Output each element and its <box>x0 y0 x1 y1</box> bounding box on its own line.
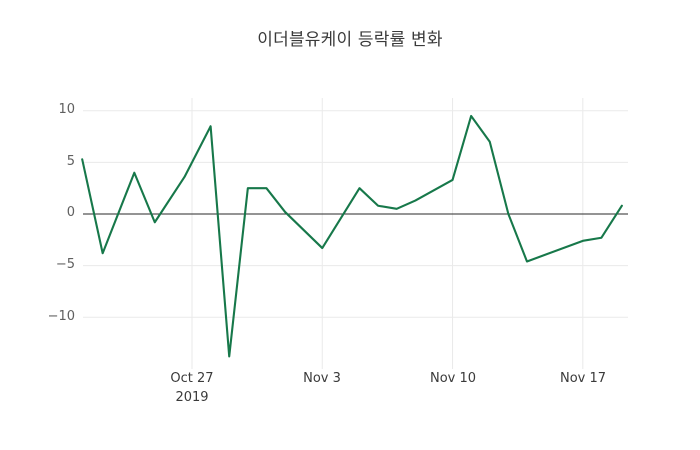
x-axis-tick-label: Oct 27 <box>170 371 214 386</box>
y-axis-tick-label: 5 <box>66 154 75 169</box>
y-axis-tick-label: 0 <box>66 205 75 220</box>
data-series-line[interactable] <box>81 114 623 358</box>
x-axis-tick-sublabel: 2019 <box>175 390 209 405</box>
x-axis-tick-label: Nov 3 <box>303 371 341 386</box>
gridlines <box>83 98 628 369</box>
y-axis-tick-label: −5 <box>55 257 75 272</box>
x-axis-tick-label: Nov 17 <box>559 371 607 386</box>
y-axis-tick-label: −10 <box>47 309 75 324</box>
chart-title: 이더블유케이 등락률 변화 <box>257 30 443 50</box>
x-axis-tick-label: Nov 10 <box>429 371 477 386</box>
y-axis-tick-label: 10 <box>58 102 75 117</box>
